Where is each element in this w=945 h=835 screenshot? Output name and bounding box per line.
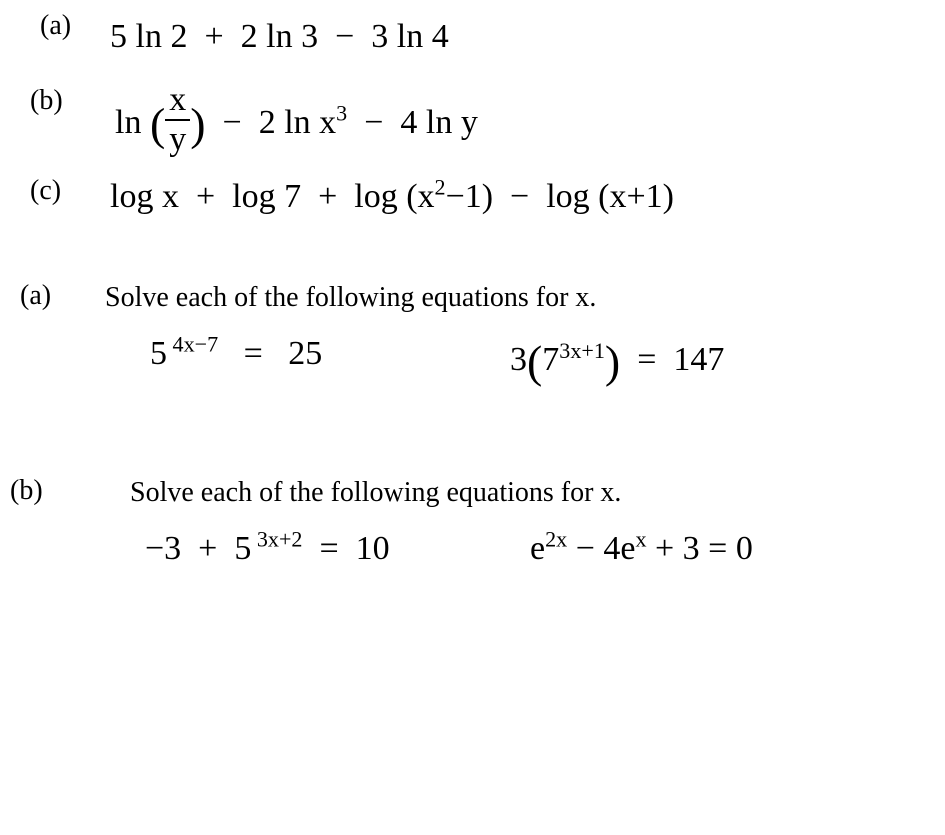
q1b-label: (b) [30, 85, 63, 117]
q2b-label: (b) [10, 475, 43, 507]
q2a-label: (a) [20, 280, 51, 312]
q1c-expression: log x + log 7 + log (x2−1) − log (x+1) [110, 178, 674, 216]
q2b-instruction: Solve each of the following equations fo… [130, 477, 621, 509]
q2a-equation-2: 3(73x+1) = 147 [510, 335, 724, 388]
q1a-expression: 5 ln 2 + 2 ln 3 − 3 ln 4 [110, 18, 449, 56]
q2a-equation-1: 5 4x−7 = 25 [150, 335, 322, 373]
q1a-label: (a) [40, 10, 71, 42]
q1b-expression: ln (xy) − 2 ln x3 − 4 ln y [115, 88, 478, 162]
q2a-instruction: Solve each of the following equations fo… [105, 282, 596, 314]
q1c-label: (c) [30, 175, 61, 207]
q2b-equation-2: e2x − 4ex + 3 = 0 [530, 530, 753, 568]
q2b-equation-1: −3 + 5 3x+2 = 10 [145, 530, 390, 568]
